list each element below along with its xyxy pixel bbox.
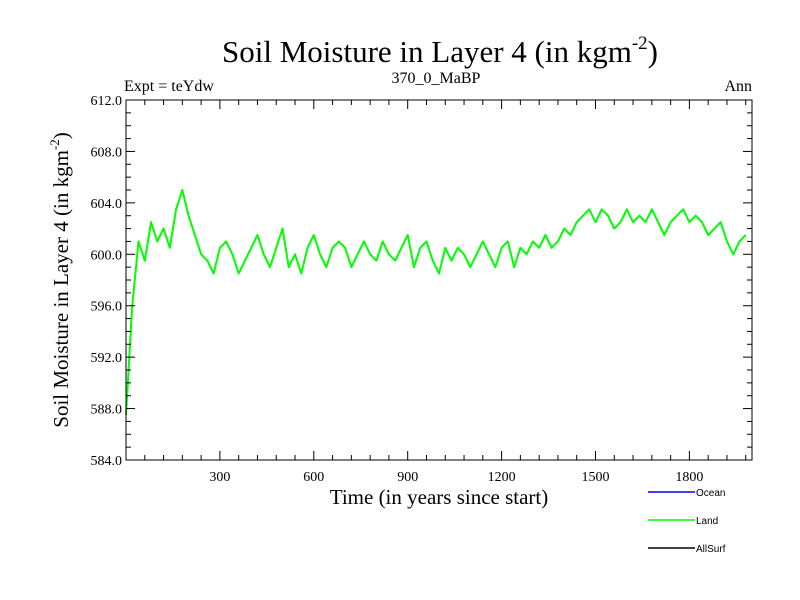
legend-label-ocean: Ocean xyxy=(696,488,725,499)
x-tick-label: 1800 xyxy=(675,470,703,485)
x-tick-label: 1200 xyxy=(488,470,516,485)
plot-frame xyxy=(125,99,753,461)
y-tick-label: 600.0 xyxy=(91,248,123,263)
x-tick-label: 300 xyxy=(209,470,230,485)
legend-label-land: Land xyxy=(696,516,718,527)
x-tick-label: 1500 xyxy=(582,470,610,485)
y-axis: 584.0 588.0 592.0 596.0 600.0 604.0 608.0 612.0 xyxy=(91,94,752,469)
legend: Ocean Land AllSurf xyxy=(648,488,726,555)
y-tick-label: 608.0 xyxy=(91,145,123,160)
x-axis: 300 600 900 1200 1500 1800 xyxy=(144,100,747,485)
y-tick-label: 584.0 xyxy=(91,454,123,469)
x-axis-label: Time (in years since start) xyxy=(330,485,549,509)
y-tick-label: 588.0 xyxy=(91,403,123,418)
y-axis-label: Soil Moisture in Layer 4 (in kgm-2) xyxy=(47,132,73,427)
x-tick-label: 600 xyxy=(303,470,324,485)
y-tick-label: 612.0 xyxy=(91,94,123,109)
y-tick-label: 604.0 xyxy=(91,197,123,212)
subtitle-center: 370_0_MaBP xyxy=(392,70,481,87)
y-tick-label: 596.0 xyxy=(91,300,123,315)
series-layer xyxy=(125,189,747,416)
y-tick-label: 592.0 xyxy=(91,351,123,366)
series-line-land xyxy=(125,189,747,416)
subtitle-left: Expt = teYdw xyxy=(124,78,214,95)
legend-label-allsurf: AllSurf xyxy=(696,544,726,555)
chart-title: Soil Moisture in Layer 4 (in kgm-2) xyxy=(222,33,658,69)
subtitle-right: Ann xyxy=(724,78,752,95)
x-tick-label: 900 xyxy=(397,470,418,485)
